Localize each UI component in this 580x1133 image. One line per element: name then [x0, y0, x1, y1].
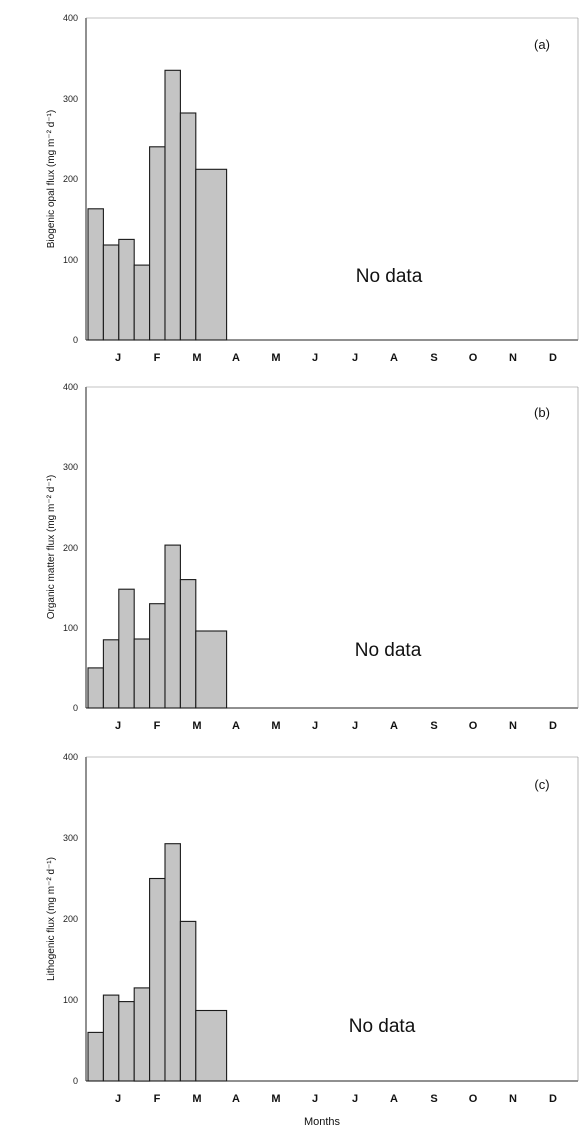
panel-a-month-label: D	[549, 352, 557, 364]
panel-c-month-label: O	[469, 1093, 478, 1105]
panel-a-bars	[87, 69, 228, 341]
panel-c-bars	[87, 843, 228, 1082]
panel-a-bar	[164, 69, 181, 341]
panel-a-month-label: A	[390, 352, 398, 364]
panel-b-y-tick-label: 400	[63, 382, 78, 392]
panel-c-y-tick-label: 200	[63, 914, 78, 924]
panel-c-bar	[164, 843, 181, 1082]
panel-a-month-label: N	[509, 352, 517, 364]
panel-b-month-label: A	[390, 720, 398, 732]
panel-a-bar	[179, 112, 197, 341]
panel-b-bar	[195, 630, 228, 709]
panel-c-y-tick-label: 300	[63, 833, 78, 843]
panel-a-month-label: S	[430, 352, 437, 364]
panel-b: 0 100 200 300 400 J F M A M J J A S O N …	[46, 382, 579, 732]
panel-c-y-tick-label: 0	[73, 1076, 78, 1086]
panel-a-bar	[149, 146, 166, 341]
panel-b-month-label: M	[192, 720, 201, 732]
panel-c-y-axis-label: Lithogenic flux (mg m⁻² d⁻¹)	[46, 857, 57, 981]
panel-c-y-tick-label: 400	[63, 752, 78, 762]
panel-c-month-label: J	[352, 1093, 358, 1105]
panel-c-month-label: A	[390, 1093, 398, 1105]
panel-a-month-label: M	[271, 352, 280, 364]
panel-c-bar	[179, 920, 197, 1082]
panel-a-month-label: F	[154, 352, 161, 364]
panel-a-y-tick-label: 400	[63, 13, 78, 23]
panel-b-y-tick-label: 100	[63, 623, 78, 633]
panel-a-month-label: J	[352, 352, 358, 364]
panel-b-month-labels: J F M A M J J A S O N D	[115, 720, 557, 732]
panel-c-bar	[87, 1031, 104, 1082]
panel-b-month-label: S	[430, 720, 437, 732]
panel-c-month-label: N	[509, 1093, 517, 1105]
panel-a-month-label: M	[192, 352, 201, 364]
panel-a-month-label: J	[115, 352, 121, 364]
panel-c-bar	[133, 987, 151, 1082]
panel-b-month-label: D	[549, 720, 557, 732]
panel-a-y-ticks: 0 100 200 300 400	[63, 13, 78, 345]
panel-a-month-label: A	[232, 352, 240, 364]
panel-a-y-tick-label: 300	[63, 94, 78, 104]
panel-a-label: (a)	[534, 37, 550, 52]
panel-b-month-label: O	[469, 720, 478, 732]
panel-a-bar	[102, 244, 120, 341]
panel-b-month-label: N	[509, 720, 517, 732]
panel-b-y-tick-label: 300	[63, 462, 78, 472]
panel-a-y-axis-label: Biogenic opal flux (mg m⁻² d⁻¹)	[46, 110, 57, 248]
panel-b-label: (b)	[534, 405, 550, 420]
panel-c-y-ticks: 0 100 200 300 400	[63, 752, 78, 1086]
panel-b-bar	[133, 638, 151, 709]
panel-a-month-label: O	[469, 352, 478, 364]
x-axis-label: Months	[304, 1116, 341, 1128]
panel-b-bar	[87, 667, 104, 709]
panel-b-bars	[87, 544, 228, 709]
panel-a-month-label: J	[312, 352, 318, 364]
panel-b-bar	[102, 639, 120, 709]
panel-a-bar	[133, 264, 151, 341]
panel-b-y-tick-label: 0	[73, 703, 78, 713]
panel-b-bar	[118, 588, 135, 709]
panel-a-y-tick-label: 200	[63, 174, 78, 184]
panel-c-month-label: A	[232, 1093, 240, 1105]
panel-b-y-axis-label: Organic matter flux (mg m⁻² d⁻¹)	[46, 475, 57, 619]
panel-c-label: (c)	[534, 777, 549, 792]
panel-c-month-label: M	[271, 1093, 280, 1105]
panel-c-no-data-annotation: No data	[349, 1016, 416, 1037]
panel-a: 0 100 200 300 400 J F M A M J J A S O N …	[46, 13, 579, 364]
panel-c-bar	[102, 994, 120, 1082]
panel-c-y-tick-label: 100	[63, 995, 78, 1005]
panel-a-month-labels: J F M A M J J A S O N D	[115, 352, 557, 364]
panel-b-bar	[164, 544, 181, 709]
panel-a-no-data-annotation: No data	[356, 266, 423, 287]
panel-a-y-tick-label: 100	[63, 255, 78, 265]
panel-b-month-label: F	[154, 720, 161, 732]
panel-c: 0 100 200 300 400 J F M A M J J A S O N …	[46, 752, 579, 1105]
panel-c-month-label: J	[312, 1093, 318, 1105]
panel-c-bar	[118, 1001, 135, 1082]
panel-c-month-label: F	[154, 1093, 161, 1105]
panel-b-y-ticks: 0 100 200 300 400	[63, 382, 78, 713]
panel-c-month-label: S	[430, 1093, 437, 1105]
panel-b-bar	[179, 579, 197, 709]
panel-a-bar	[195, 168, 228, 341]
panel-b-month-label: M	[271, 720, 280, 732]
panel-a-y-tick-label: 0	[73, 335, 78, 345]
panel-b-month-label: J	[352, 720, 358, 732]
panel-b-month-label: A	[232, 720, 240, 732]
panel-b-y-tick-label: 200	[63, 543, 78, 553]
panel-a-bar	[118, 238, 135, 341]
panel-c-month-labels: J F M A M J J A S O N D	[115, 1093, 557, 1105]
panel-b-month-label: J	[115, 720, 121, 732]
panel-b-bar	[149, 603, 166, 709]
panel-c-bar	[149, 877, 166, 1082]
panel-c-month-label: D	[549, 1093, 557, 1105]
panel-c-month-label: M	[192, 1093, 201, 1105]
panel-b-no-data-annotation: No data	[355, 640, 422, 661]
panel-b-month-label: J	[312, 720, 318, 732]
panel-c-bar	[195, 1009, 228, 1082]
panel-c-month-label: J	[115, 1093, 121, 1105]
panel-a-bar	[87, 208, 104, 341]
